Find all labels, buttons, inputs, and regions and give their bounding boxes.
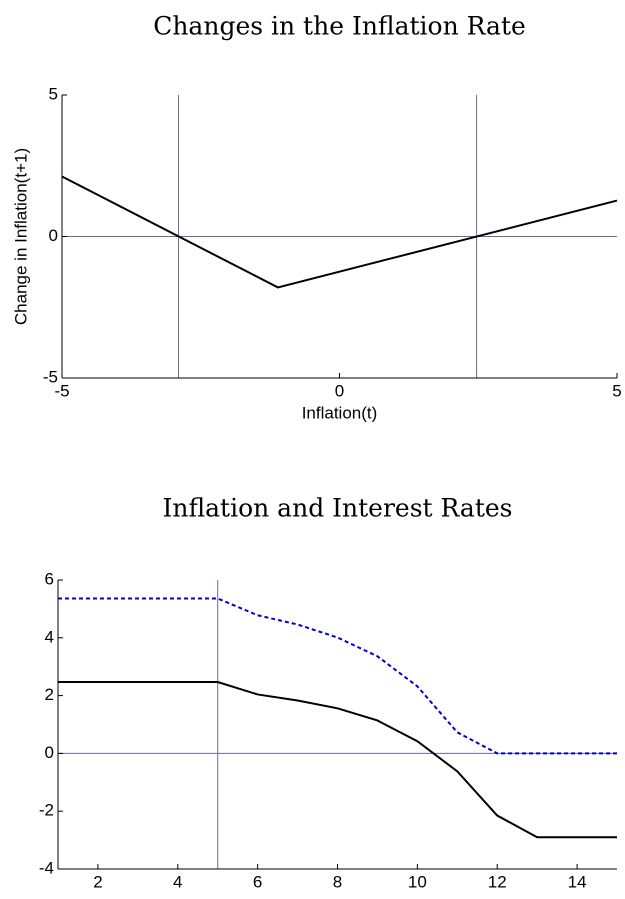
y-axis-label: Change in Inflation(t+1) xyxy=(11,148,30,325)
chart-title: Changes in the Inflation Rate xyxy=(153,12,526,41)
x-tick-label: 14 xyxy=(568,872,587,891)
x-tick-label: 4 xyxy=(173,872,182,891)
x-tick-label: 10 xyxy=(408,872,427,891)
x-tick-label: 5 xyxy=(612,381,621,400)
x-axis-label: Inflation(t) xyxy=(302,403,378,422)
x-tick-label: 12 xyxy=(488,872,507,891)
y-tick-label: 0 xyxy=(49,226,58,245)
y-tick-label: 4 xyxy=(45,627,54,646)
data-line xyxy=(58,681,617,839)
y-tick-label: 6 xyxy=(45,569,54,588)
y-tick-label: 2 xyxy=(45,685,54,704)
data-line xyxy=(61,175,618,289)
x-tick-label: 8 xyxy=(333,872,342,891)
y-tick-label: 5 xyxy=(49,84,58,103)
y-tick-label: -4 xyxy=(39,858,54,877)
x-tick-label: 2 xyxy=(93,872,102,891)
data-line xyxy=(58,597,617,755)
chart-title: Inflation and Interest Rates xyxy=(162,494,512,523)
y-tick-label: -2 xyxy=(39,801,54,820)
y-tick-label: -5 xyxy=(43,367,58,386)
y-tick-label: 0 xyxy=(45,743,54,762)
x-tick-label: -5 xyxy=(54,381,69,400)
x-tick-label: 0 xyxy=(335,381,344,400)
x-tick-label: 6 xyxy=(253,872,262,891)
